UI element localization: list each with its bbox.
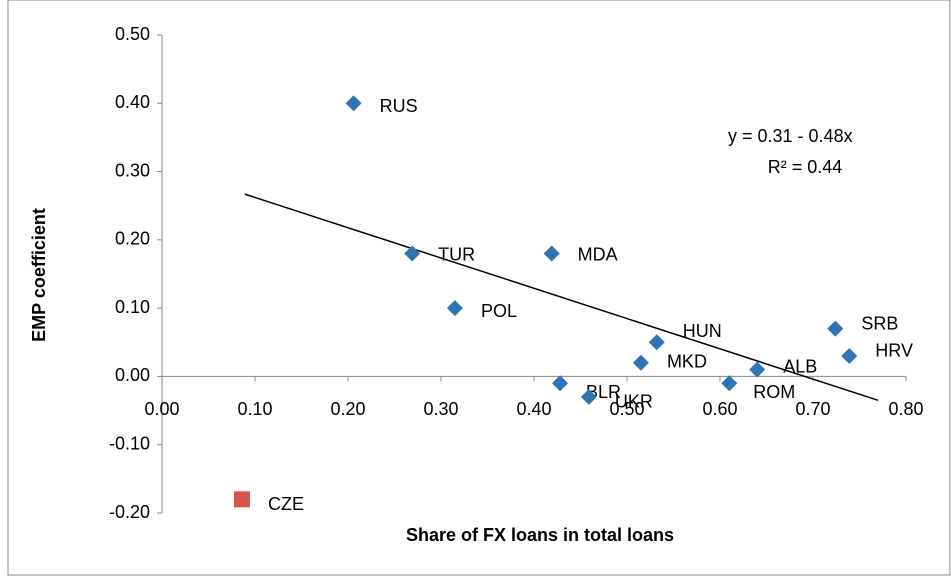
x-tick-label: 0.10 xyxy=(237,399,272,419)
point-label: POL xyxy=(481,301,517,321)
y-tick-label: 0.00 xyxy=(115,365,150,385)
x-tick-label: 0.80 xyxy=(888,399,923,419)
point xyxy=(580,388,597,405)
point xyxy=(404,245,421,262)
x-tick-label: 0.00 xyxy=(144,399,179,419)
y-tick-label: 0.50 xyxy=(115,24,150,44)
y-tick-label: 0.30 xyxy=(115,160,150,180)
y-tick-label: 0.40 xyxy=(115,92,150,112)
equation: y = 0.31 - 0.48x xyxy=(728,126,853,146)
x-tick-label: 0.40 xyxy=(516,399,551,419)
x-tick-label: 0.30 xyxy=(423,399,458,419)
x-axis-label: Share of FX loans in total loans xyxy=(406,525,674,545)
point xyxy=(721,375,738,392)
point xyxy=(233,491,250,508)
point xyxy=(648,334,665,351)
point-label: CZE xyxy=(268,494,304,514)
y-axis-label: EMP coefficient xyxy=(29,208,49,342)
point-label: HUN xyxy=(683,321,722,341)
y-tick-label: -0.20 xyxy=(109,502,150,522)
point-label: RUS xyxy=(380,96,418,116)
point-label: ROM xyxy=(753,382,795,402)
x-tick-label: 0.60 xyxy=(702,399,737,419)
point xyxy=(543,245,560,262)
y-tick-label: 0.10 xyxy=(115,297,150,317)
point xyxy=(632,354,649,371)
point xyxy=(552,375,569,392)
point-label: MDA xyxy=(578,244,618,264)
point-label: SRB xyxy=(861,313,898,333)
y-tick-label: 0.20 xyxy=(115,229,150,249)
point xyxy=(345,95,362,112)
point-label: UKR xyxy=(615,392,653,412)
point xyxy=(749,361,766,378)
x-tick-label: 0.20 xyxy=(330,399,365,419)
point xyxy=(827,320,844,337)
r-squared: R² = 0.44 xyxy=(768,157,843,177)
y-tick-label: -0.10 xyxy=(109,433,150,453)
point-label: TUR xyxy=(438,244,475,264)
point-label: ALB xyxy=(783,356,817,376)
point-label: HRV xyxy=(875,341,913,361)
trendline xyxy=(244,193,879,402)
point-label: MKD xyxy=(667,352,707,372)
point xyxy=(446,300,463,317)
x-tick-label: 0.70 xyxy=(795,399,830,419)
x-tick-label: 0.50 xyxy=(609,399,644,419)
chart-frame xyxy=(7,0,951,576)
point xyxy=(841,347,858,364)
